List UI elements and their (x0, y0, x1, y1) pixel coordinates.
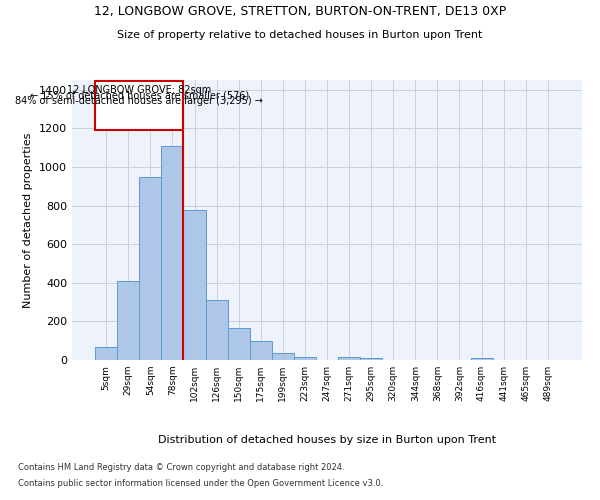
Text: 12 LONGBOW GROVE: 82sqm: 12 LONGBOW GROVE: 82sqm (67, 85, 211, 95)
Text: Size of property relative to detached houses in Burton upon Trent: Size of property relative to detached ho… (118, 30, 482, 40)
Text: 84% of semi-detached houses are larger (3,295) →: 84% of semi-detached houses are larger (… (16, 96, 263, 106)
Bar (227, 328, 250, 360)
Bar (250, 341, 272, 360)
Bar (338, 356, 360, 360)
Bar (206, 300, 227, 360)
Bar (184, 210, 206, 360)
Bar (117, 281, 139, 360)
Bar (139, 176, 161, 360)
Text: Contains HM Land Registry data © Crown copyright and database right 2024.: Contains HM Land Registry data © Crown c… (18, 464, 344, 472)
Bar (272, 353, 294, 360)
Bar (95, 81, 184, 130)
Text: ← 15% of detached houses are smaller (576): ← 15% of detached houses are smaller (57… (30, 90, 249, 101)
Y-axis label: Number of detached properties: Number of detached properties (23, 132, 34, 308)
Bar (470, 358, 493, 360)
Bar (161, 146, 184, 360)
Bar (95, 348, 117, 360)
Text: Contains public sector information licensed under the Open Government Licence v3: Contains public sector information licen… (18, 478, 383, 488)
Bar (294, 356, 316, 360)
Text: 12, LONGBOW GROVE, STRETTON, BURTON-ON-TRENT, DE13 0XP: 12, LONGBOW GROVE, STRETTON, BURTON-ON-T… (94, 5, 506, 18)
Text: Distribution of detached houses by size in Burton upon Trent: Distribution of detached houses by size … (158, 435, 496, 445)
Bar (360, 358, 382, 360)
